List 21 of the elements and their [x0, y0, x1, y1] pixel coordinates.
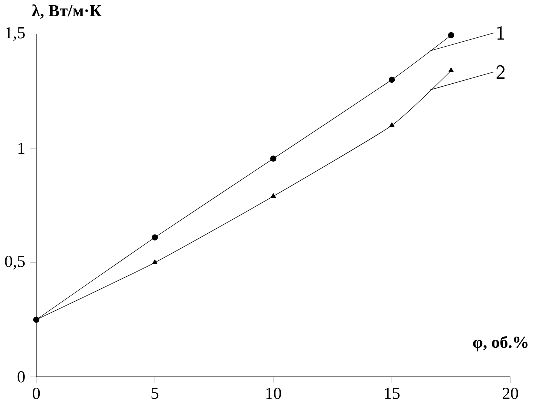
legend-label: 2 — [496, 65, 505, 79]
point — [152, 260, 158, 265]
x-tick-label: 10 — [266, 388, 282, 400]
point — [448, 68, 454, 73]
point — [270, 156, 277, 162]
point — [270, 193, 276, 198]
point — [389, 76, 396, 84]
x-tick-label: 20 — [502, 388, 518, 400]
y-axis-title: λ, Вт/м·К — [32, 4, 102, 20]
y-tick-label: 1,5 — [6, 27, 25, 42]
y-tick-label: 0 — [18, 371, 25, 383]
y-tick-label: 0,5 — [5, 256, 25, 270]
legend-label: 1 — [498, 26, 504, 40]
x-tick-label: 15 — [385, 388, 400, 400]
point — [389, 122, 395, 128]
point — [448, 32, 454, 39]
point — [152, 234, 158, 241]
y-tick-label: 1 — [18, 143, 25, 154]
x-tick-label: 0 — [32, 388, 40, 400]
x-axis-title: φ, об.% — [473, 336, 528, 352]
x-tick-label: 5 — [152, 388, 159, 400]
